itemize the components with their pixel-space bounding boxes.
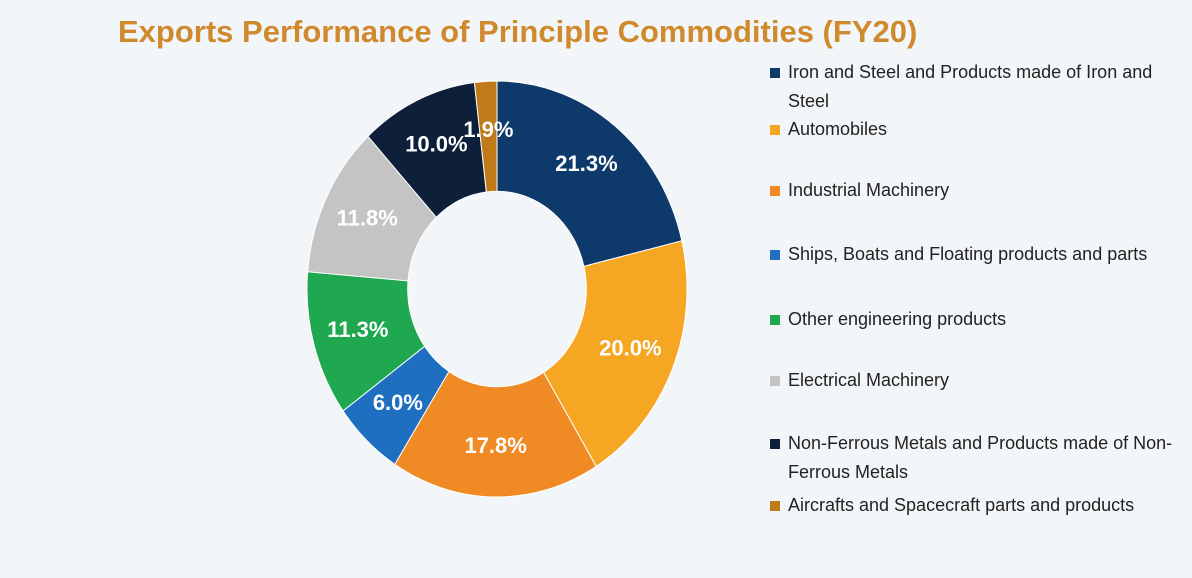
legend-label: Automobiles (788, 119, 888, 139)
slice-label: 11.8% (337, 206, 398, 231)
legend-item: Aircrafts and Spacecraft parts and produ… (770, 491, 1178, 520)
slice (394, 370, 597, 498)
slice (542, 240, 688, 468)
legend-swatch (770, 68, 780, 78)
legend-item: Iron and Steel and Products made of Iron… (770, 58, 1178, 116)
slice-label: 17.8% (464, 433, 526, 458)
slice-label: 6.0% (373, 390, 423, 415)
legend-swatch (770, 439, 780, 449)
legend-label: Electrical Machinery (788, 370, 950, 390)
legend-label: Aircrafts and Spacecraft parts and produ… (788, 495, 1135, 515)
legend-item: Other engineering products (770, 305, 1178, 334)
legend-swatch (770, 250, 780, 260)
legend-item: Non-Ferrous Metals and Products made of … (770, 429, 1178, 487)
legend-label: Non-Ferrous Metals and Products made of … (788, 433, 1173, 482)
legend-label: Industrial Machinery (788, 180, 950, 200)
legend-swatch (770, 376, 780, 386)
slice-label: 20.0% (599, 335, 661, 360)
legend-item: Automobiles (770, 115, 1178, 144)
legend-swatch (770, 315, 780, 325)
slice-label: 10.0% (405, 131, 467, 156)
slice-label: 11.3% (327, 317, 388, 342)
slice-label: 1.9% (463, 117, 513, 142)
legend-swatch (770, 186, 780, 196)
slice (473, 80, 498, 193)
legend-item: Ships, Boats and Floating products and p… (770, 240, 1178, 269)
legend-label: Ships, Boats and Floating products and p… (788, 244, 1148, 264)
legend-item: Industrial Machinery (770, 176, 1178, 205)
legend-swatch (770, 501, 780, 511)
legend-item: Electrical Machinery (770, 366, 1178, 395)
slice (496, 80, 683, 267)
legend-label: Other engineering products (788, 309, 1007, 329)
chart-title: Exports Performance of Principle Commodi… (118, 14, 917, 49)
legend-label: Iron and Steel and Products made of Iron… (788, 62, 1153, 111)
legend-swatch (770, 125, 780, 135)
slice-label: 21.3% (555, 151, 617, 176)
